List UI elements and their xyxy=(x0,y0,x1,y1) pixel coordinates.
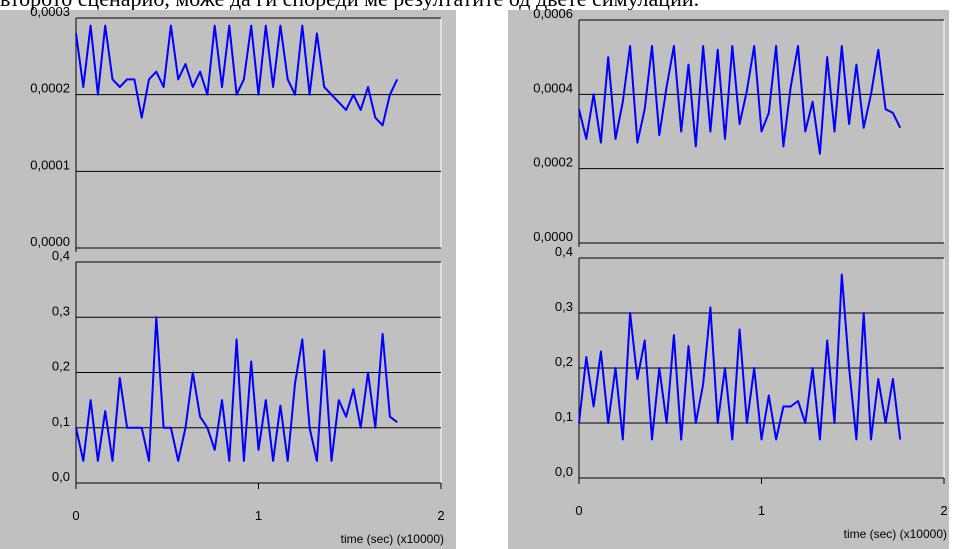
y-tick-label: 0,4 xyxy=(555,244,573,259)
data-line xyxy=(578,273,902,441)
x-tick-label: 1 xyxy=(255,508,262,523)
data-line xyxy=(578,45,902,155)
y-tick-label: 0,0003 xyxy=(30,4,70,19)
y-tick-label: 0,4 xyxy=(52,248,70,263)
x-tick-label: 0 xyxy=(72,508,79,523)
data-line xyxy=(75,316,398,462)
x-axis-label: time (sec) (x10000) xyxy=(341,532,444,546)
y-tick-label: 0,0002 xyxy=(533,155,573,170)
x-tick-label: 0 xyxy=(575,503,582,518)
y-tick-label: 0,0001 xyxy=(30,157,70,172)
data-line xyxy=(75,24,399,127)
y-tick-label: 0,0 xyxy=(52,469,70,484)
y-tick-label: 0,0006 xyxy=(533,6,573,21)
y-tick-label: 0,1 xyxy=(52,414,70,429)
x-axis-label: time (sec) (x10000) xyxy=(844,527,947,541)
y-tick-label: 0,3 xyxy=(555,299,573,314)
x-tick-label: 1 xyxy=(758,503,765,518)
y-tick-label: 0,2 xyxy=(52,359,70,374)
y-tick-label: 0,3 xyxy=(52,303,70,318)
y-tick-label: 0,0000 xyxy=(533,229,573,244)
y-tick-label: 0,0000 xyxy=(30,234,70,249)
y-tick-label: 0,1 xyxy=(555,409,573,424)
y-tick-label: 0,0 xyxy=(555,464,573,479)
x-tick-label: 2 xyxy=(940,503,947,518)
y-tick-label: 0,0004 xyxy=(533,80,573,95)
x-tick-label: 2 xyxy=(437,508,444,523)
y-tick-label: 0,0002 xyxy=(30,81,70,96)
y-tick-label: 0,2 xyxy=(555,354,573,369)
caption: второто сценарио, може да ги спореди ме … xyxy=(0,0,699,11)
